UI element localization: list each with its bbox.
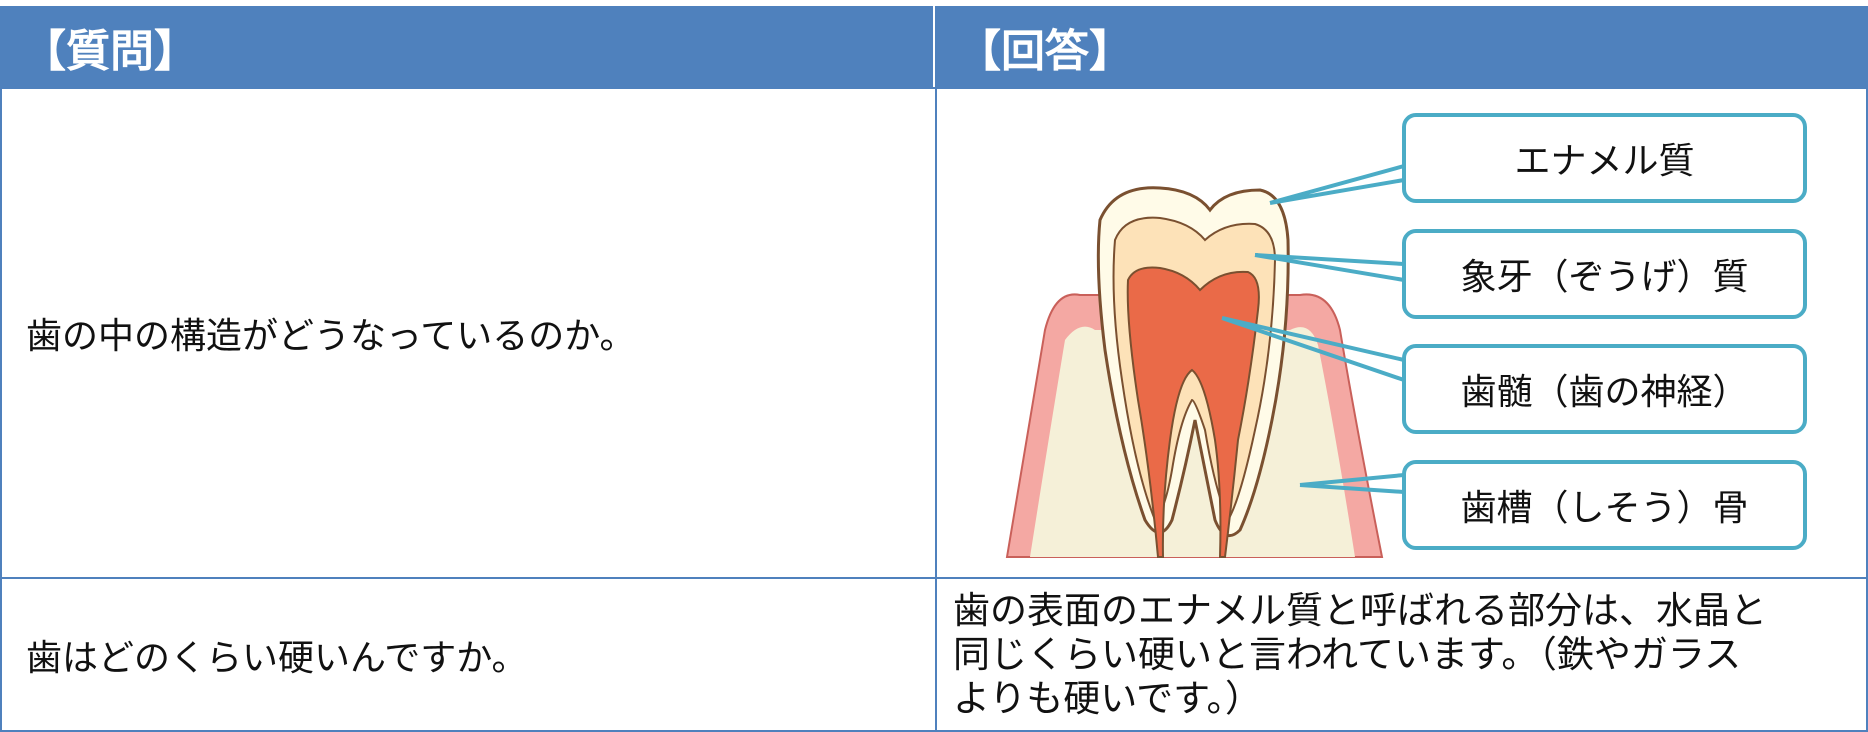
header-answer: 【回答】 xyxy=(935,6,1868,87)
question-cell: 歯はどのくらい硬いんですか。 xyxy=(0,577,937,732)
label-enamel: エナメル質 xyxy=(1402,113,1807,203)
answer-line: よりも硬いです。） xyxy=(953,676,1262,720)
answer-cell: 歯の表面のエナメル質と呼ばれる部分は、水晶と 同じくらい硬いと言われています。（… xyxy=(935,577,1868,732)
label-bone: 歯槽（しそう）骨 xyxy=(1402,460,1807,550)
header-question: 【質問】 xyxy=(0,6,935,87)
question-text: 歯はどのくらい硬いんですか。 xyxy=(26,637,528,679)
answer-line: 歯の表面のエナメル質と呼ばれる部分は、水晶と xyxy=(953,588,1767,632)
question-text: 歯の中の構造がどうなっているのか。 xyxy=(26,316,636,357)
tooth-diagram xyxy=(1005,164,1405,558)
label-dentin: 象牙（ぞうげ）質 xyxy=(1402,229,1807,319)
answer-cell: エナメル質 象牙（ぞうげ）質 歯髄（歯の神経） 歯槽（しそう）骨 xyxy=(935,87,1868,579)
answer-line: 同じくらい硬いと言われています。（鉄やガラス xyxy=(953,632,1742,676)
question-cell: 歯の中の構造がどうなっているのか。 xyxy=(0,87,937,579)
label-pulp: 歯髄（歯の神経） xyxy=(1402,344,1807,434)
